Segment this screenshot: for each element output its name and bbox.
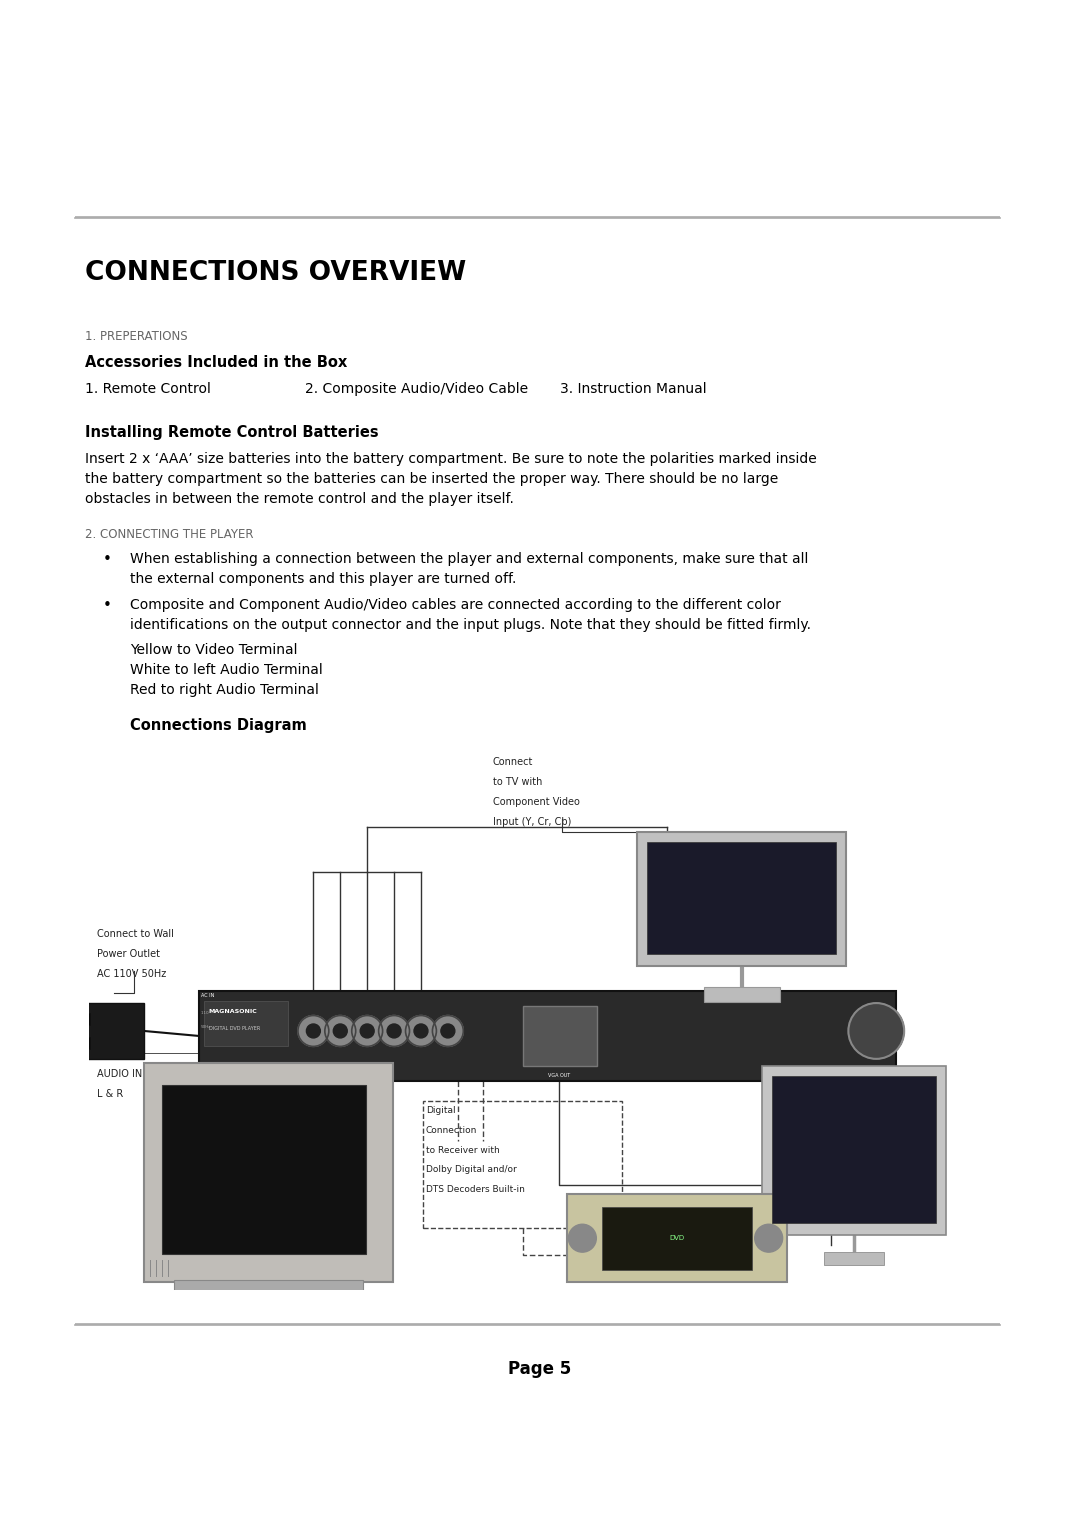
Text: Insert 2 x ‘AAA’ size batteries into the battery compartment. Be sure to note th: Insert 2 x ‘AAA’ size batteries into the…	[85, 452, 816, 466]
FancyBboxPatch shape	[72, 1013, 91, 1025]
Text: Power Outlet: Power Outlet	[97, 949, 160, 960]
Text: MAGNASONIC: MAGNASONIC	[208, 1008, 257, 1015]
Circle shape	[352, 1016, 382, 1047]
FancyBboxPatch shape	[523, 1005, 597, 1067]
FancyBboxPatch shape	[761, 1067, 946, 1235]
Circle shape	[334, 1024, 348, 1038]
Text: DVD: DVD	[670, 1235, 685, 1241]
Text: Connect to Wall: Connect to Wall	[97, 929, 174, 940]
Text: 1. Remote Control: 1. Remote Control	[85, 382, 211, 396]
Text: Connect: Connect	[97, 1028, 137, 1039]
Text: 1. PREPERATIONS: 1. PREPERATIONS	[85, 330, 188, 342]
Text: the external components and this player are turned off.: the external components and this player …	[130, 571, 516, 587]
Text: VGA IN: VGA IN	[742, 1031, 775, 1041]
FancyBboxPatch shape	[772, 1076, 936, 1224]
Text: 50Hz: 50Hz	[201, 1025, 212, 1028]
FancyBboxPatch shape	[162, 1085, 366, 1254]
Circle shape	[755, 1224, 783, 1251]
Circle shape	[849, 1002, 904, 1059]
Text: Connect: Connect	[742, 992, 782, 1001]
Text: When establishing a connection between the player and external components, make : When establishing a connection between t…	[130, 552, 808, 565]
Text: Installing Remote Control Batteries: Installing Remote Control Batteries	[85, 425, 379, 440]
Text: AC IN: AC IN	[201, 993, 214, 998]
Text: 3. Instruction Manual: 3. Instruction Manual	[561, 382, 706, 396]
Circle shape	[414, 1024, 428, 1038]
Text: 110 ~: 110 ~	[201, 1012, 213, 1015]
Text: Connection: Connection	[426, 1126, 477, 1135]
Circle shape	[441, 1024, 455, 1038]
Text: •: •	[103, 597, 112, 613]
FancyBboxPatch shape	[174, 1280, 363, 1300]
Text: DIGITAL DVD PLAYER: DIGITAL DVD PLAYER	[208, 1025, 260, 1031]
Text: DTS Decoders Built-in: DTS Decoders Built-in	[426, 1186, 525, 1195]
FancyBboxPatch shape	[824, 1251, 883, 1265]
Text: Red to right Audio Terminal: Red to right Audio Terminal	[130, 683, 319, 697]
Text: AUDIO IN: AUDIO IN	[97, 1068, 143, 1079]
FancyBboxPatch shape	[144, 1063, 393, 1282]
Text: Dolby Digital and/or: Dolby Digital and/or	[426, 1166, 516, 1175]
Text: obstacles in between the remote control and the player itself.: obstacles in between the remote control …	[85, 492, 514, 506]
Circle shape	[387, 1024, 401, 1038]
Circle shape	[361, 1024, 374, 1038]
Text: VGA OUT: VGA OUT	[549, 1073, 570, 1077]
Text: VIDEO IN or: VIDEO IN or	[239, 1250, 296, 1261]
Circle shape	[405, 1016, 436, 1047]
Text: Composite and Component Audio/Video cables are connected according to the differ: Composite and Component Audio/Video cabl…	[130, 597, 781, 613]
Text: Page 5: Page 5	[509, 1360, 571, 1378]
Text: Connect: Connect	[239, 1210, 279, 1221]
Text: S-VIDEO IN: S-VIDEO IN	[239, 1270, 292, 1280]
Text: AC 110V 50Hz: AC 110V 50Hz	[97, 969, 166, 979]
FancyBboxPatch shape	[704, 987, 780, 1002]
Text: to Receiver with: to Receiver with	[426, 1146, 500, 1155]
Text: the battery compartment so the batteries can be inserted the proper way. There s: the battery compartment so the batteries…	[85, 472, 779, 486]
Text: Connections Diagram: Connections Diagram	[130, 718, 307, 733]
Text: Component Video: Component Video	[492, 796, 580, 807]
FancyBboxPatch shape	[199, 992, 896, 1080]
Text: Accessories Included in the Box: Accessories Included in the Box	[85, 354, 348, 370]
Circle shape	[325, 1016, 355, 1047]
FancyBboxPatch shape	[567, 1195, 786, 1282]
Circle shape	[568, 1224, 596, 1251]
FancyBboxPatch shape	[84, 1002, 144, 1059]
Text: identifications on the output connector and the input plugs. Note that they shou: identifications on the output connector …	[130, 617, 811, 633]
FancyBboxPatch shape	[204, 1001, 288, 1045]
FancyBboxPatch shape	[603, 1207, 752, 1270]
Circle shape	[379, 1016, 409, 1047]
Text: Digital: Digital	[426, 1106, 456, 1115]
Text: 2. CONNECTING THE PLAYER: 2. CONNECTING THE PLAYER	[85, 529, 254, 541]
Text: to TV's: to TV's	[239, 1230, 272, 1241]
FancyBboxPatch shape	[647, 842, 836, 955]
Text: to Computer Monitor's: to Computer Monitor's	[742, 1012, 851, 1021]
Text: Input (Y, Cr, Cb): Input (Y, Cr, Cb)	[492, 817, 571, 827]
Circle shape	[307, 1024, 321, 1038]
Text: •: •	[103, 552, 112, 567]
Text: to TV's: to TV's	[97, 1048, 131, 1059]
Text: CONNECTIONS OVERVIEW: CONNECTIONS OVERVIEW	[85, 260, 467, 286]
Text: L & R: L & R	[97, 1089, 123, 1099]
Text: Yellow to Video Terminal: Yellow to Video Terminal	[130, 643, 297, 657]
Text: Connect: Connect	[492, 756, 534, 767]
FancyBboxPatch shape	[637, 831, 847, 966]
Text: White to left Audio Terminal: White to left Audio Terminal	[130, 663, 323, 677]
Circle shape	[298, 1016, 328, 1047]
Text: to TV with: to TV with	[492, 776, 542, 787]
FancyBboxPatch shape	[72, 1038, 91, 1048]
Circle shape	[432, 1016, 463, 1047]
Text: 2. Composite Audio/Video Cable: 2. Composite Audio/Video Cable	[305, 382, 528, 396]
